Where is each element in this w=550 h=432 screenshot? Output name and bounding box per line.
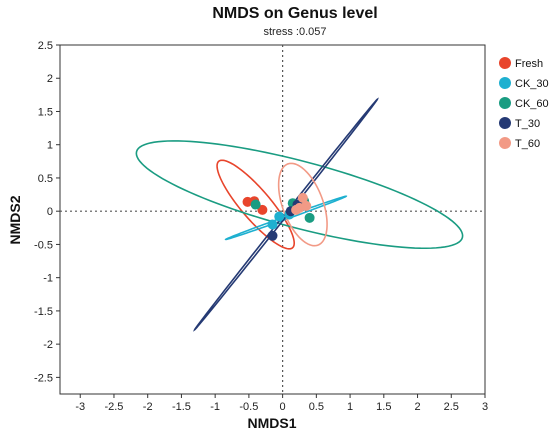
chart-title: NMDS on Genus level: [212, 5, 377, 22]
legend-swatch-fresh: [499, 57, 511, 69]
x-tick-label: -1.5: [172, 401, 191, 413]
axis-ticks: -3 -2.5 -2 -1.5 -1 -0.5 0 0.5 1 1.5 2 2.5 3 2.5 2 1.5 1 0…: [34, 40, 488, 413]
point-t-60: [301, 200, 312, 211]
legend-label: T_30: [515, 118, 540, 130]
y-tick-label: -0.5: [34, 239, 53, 251]
legend-label: CK_60: [515, 98, 549, 110]
legend-swatch-ck-30: [499, 77, 511, 89]
y-tick-label: -2.5: [34, 372, 53, 384]
confidence-ellipses: [135, 97, 464, 332]
x-tick-label: 0: [280, 401, 286, 413]
reference-lines: [60, 45, 485, 394]
x-tick-label: 0.5: [309, 401, 324, 413]
point-t-60: [291, 204, 302, 215]
legend-swatch-t-60: [499, 137, 511, 149]
x-tick-label: -1: [210, 401, 220, 413]
y-axis-title: NMDS2: [7, 195, 23, 244]
x-tick-label: 1: [347, 401, 353, 413]
point-t-30: [267, 230, 278, 241]
ellipse-ck-60: [135, 140, 464, 250]
y-tick-label: 2.5: [38, 40, 53, 52]
y-tick-label: 2: [47, 73, 53, 85]
x-tick-label: -2.5: [104, 401, 123, 413]
point-ck-60: [304, 212, 315, 223]
chart-subtitle: stress :0.057: [264, 26, 327, 38]
y-tick-label: -1.5: [34, 306, 53, 318]
point-ck-30: [267, 219, 278, 230]
x-tick-label: 2.5: [444, 401, 459, 413]
legend: Fresh CK_30 CK_60 T_30 T_60: [499, 57, 549, 150]
sample-points: [242, 192, 315, 241]
y-tick-label: 0.5: [38, 173, 53, 185]
point-fresh: [257, 204, 268, 215]
plot-frame: [59, 44, 486, 395]
ellipse-ck-30: [224, 195, 348, 241]
legend-label: T_60: [515, 138, 540, 150]
x-axis-title: NMDS1: [247, 415, 296, 431]
x-tick-label: 2: [414, 401, 420, 413]
y-tick-label: -1: [43, 273, 53, 285]
y-tick-label: 1: [47, 140, 53, 152]
point-ck-30: [274, 211, 285, 222]
y-tick-label: 0: [47, 206, 53, 218]
legend-label: CK_30: [515, 78, 549, 90]
x-tick-label: -2: [143, 401, 153, 413]
x-tick-label: -3: [75, 401, 85, 413]
y-tick-label: -2: [43, 339, 53, 351]
x-tick-label: 1.5: [376, 401, 391, 413]
point-ck-60: [250, 199, 261, 210]
ellipse-t-60: [277, 162, 328, 247]
y-tick-label: 1.5: [38, 106, 53, 118]
point-t-60: [297, 192, 308, 203]
ellipse-t-30: [193, 97, 379, 332]
legend-label: Fresh: [515, 58, 543, 70]
x-tick-label: -0.5: [239, 401, 258, 413]
legend-swatch-ck-60: [499, 97, 511, 109]
legend-swatch-t-30: [499, 117, 511, 129]
x-tick-label: 3: [482, 401, 488, 413]
